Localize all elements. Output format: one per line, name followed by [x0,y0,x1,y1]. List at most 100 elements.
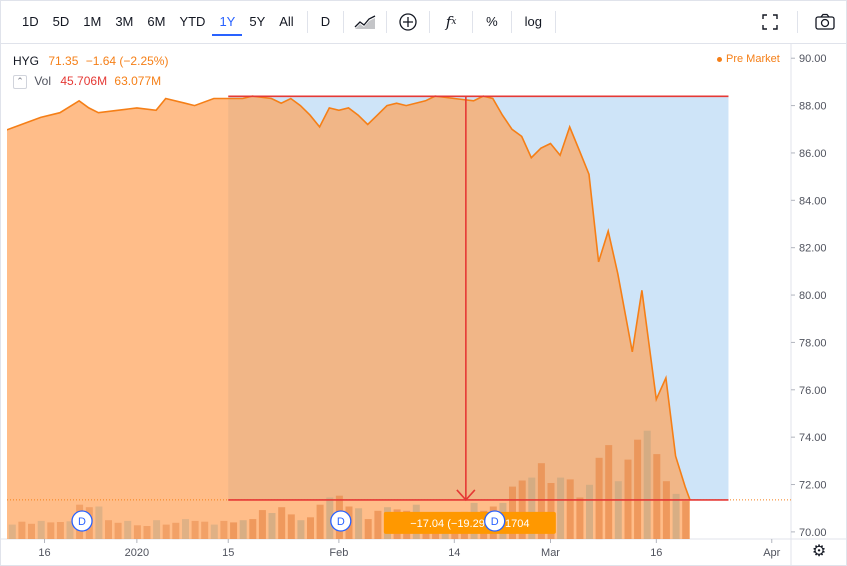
compare-glyph [399,13,417,31]
range-button-1y[interactable]: 1Y [212,8,243,36]
x-tick-label: Mar [541,547,560,559]
volume-bar [268,513,276,539]
volume-ma-value: 63.077M [114,74,162,88]
y-tick-label: 72.00 [799,480,827,492]
toolbar-divider [555,11,557,33]
y-tick-label: 78.00 [799,337,827,349]
y-tick-label: 86.00 [799,148,827,160]
symbol-label: HYG [13,54,40,68]
toolbar-divider [343,11,345,33]
volume-bar [133,525,141,539]
volume-bar [605,445,613,539]
volume-bar [191,520,199,539]
volume-bar [374,510,382,539]
volume-bar [18,521,26,539]
volume-bar [278,507,286,539]
volume-bar [172,522,180,540]
volume-bar [124,520,132,539]
legend-volume-row: ⌃ Vol 45.706M 63.077M [13,71,168,91]
volume-bar [297,520,305,539]
volume-bar [528,477,536,539]
volume-bar [201,521,209,539]
dividend-marker-label: D [337,516,345,528]
percent-scale-button[interactable]: % [486,14,498,29]
volume-bar [326,497,334,539]
volume-bar [557,477,565,539]
range-button-1m[interactable]: 1M [83,14,102,29]
x-tick-label: 15 [222,547,234,559]
volume-bar [682,501,690,539]
volume-bar [28,523,35,539]
volume-bar [56,522,64,539]
volume-bar [143,526,151,539]
volume-bar [8,524,16,539]
volume-bar [634,439,642,539]
x-tick-label: 14 [448,547,460,559]
toolbar-divider [797,11,798,33]
volume-bar [595,457,603,540]
plus-circle-icon[interactable] [393,8,423,36]
camera-icon[interactable] [810,8,840,36]
fullscreen-glyph [762,14,778,30]
collapse-chevron-icon[interactable]: ⌃ [13,74,27,89]
candles-icon[interactable] [350,8,380,36]
dividend-marker-label: D [78,516,86,528]
volume-bar [547,483,555,539]
volume-bar [566,479,574,539]
volume-bar [316,504,324,539]
range-button-6m[interactable]: 6M [147,14,166,29]
volume-bar [364,519,372,539]
range-button-all[interactable]: All [279,14,294,29]
range-button-3m[interactable]: 3M [115,14,134,29]
range-button-5d[interactable]: 5D [52,14,70,29]
measure-arrow-icon [456,489,476,502]
log-scale-button[interactable]: log [524,14,543,29]
dividend-marker[interactable] [484,510,506,532]
x-tick-label: Feb [329,547,348,559]
range-selector: 1D 5D 1M 3M 6M YTD 1Y 5Y All [15,8,301,36]
range-button-ytd[interactable]: YTD [179,14,206,29]
volume-bar [518,480,526,539]
toolbar-divider [510,11,512,33]
range-button-5y[interactable]: 5Y [249,14,266,29]
volume-bar [307,517,314,539]
volume-bar [258,510,266,539]
last-price: 71.35 [48,54,79,68]
volume-bar [239,520,247,539]
x-tick-label: 16 [38,547,50,559]
volume-bar [66,521,74,539]
dividend-marker[interactable] [330,510,352,532]
volume-bar [47,522,55,539]
fullscreen-icon[interactable] [755,8,785,36]
toolbar-divider [429,11,431,33]
volume-bar [230,522,238,539]
volume-label: Vol [34,74,52,88]
toolbar-divider [306,11,308,33]
y-tick-label: 76.00 [799,385,827,397]
premarket-badge: Pre Market [717,53,780,65]
toolbar-divider [386,11,388,33]
volume-bar [653,454,661,539]
volume-value: 45.706M [60,74,108,88]
y-tick-label: 70.00 [799,527,827,539]
premarket-label: Pre Market [726,53,780,65]
y-tick-label: 88.00 [799,101,827,113]
measure-label-box [383,511,556,534]
volume-bar [105,520,112,539]
x-tick-label: Apr [763,547,780,559]
measure-label-text: −17.04 (−19.29%) -1704 [410,518,529,530]
gear-icon[interactable]: ⚙ [811,543,827,560]
volume-bar [162,524,170,539]
volume-bar [95,506,103,539]
dividend-marker[interactable] [71,510,93,532]
range-button-1d[interactable]: 1D [22,14,39,29]
chart-legend: HYG 71.35 −1.64 (−2.25%) ⌃ Vol 45.706M 6… [13,51,168,91]
volume-bar [643,430,651,539]
interval-button[interactable]: D [320,14,331,29]
toolbar-right [755,8,840,36]
toolbar-divider [472,11,474,33]
volume-bar [153,520,161,539]
y-tick-label: 84.00 [799,195,827,207]
